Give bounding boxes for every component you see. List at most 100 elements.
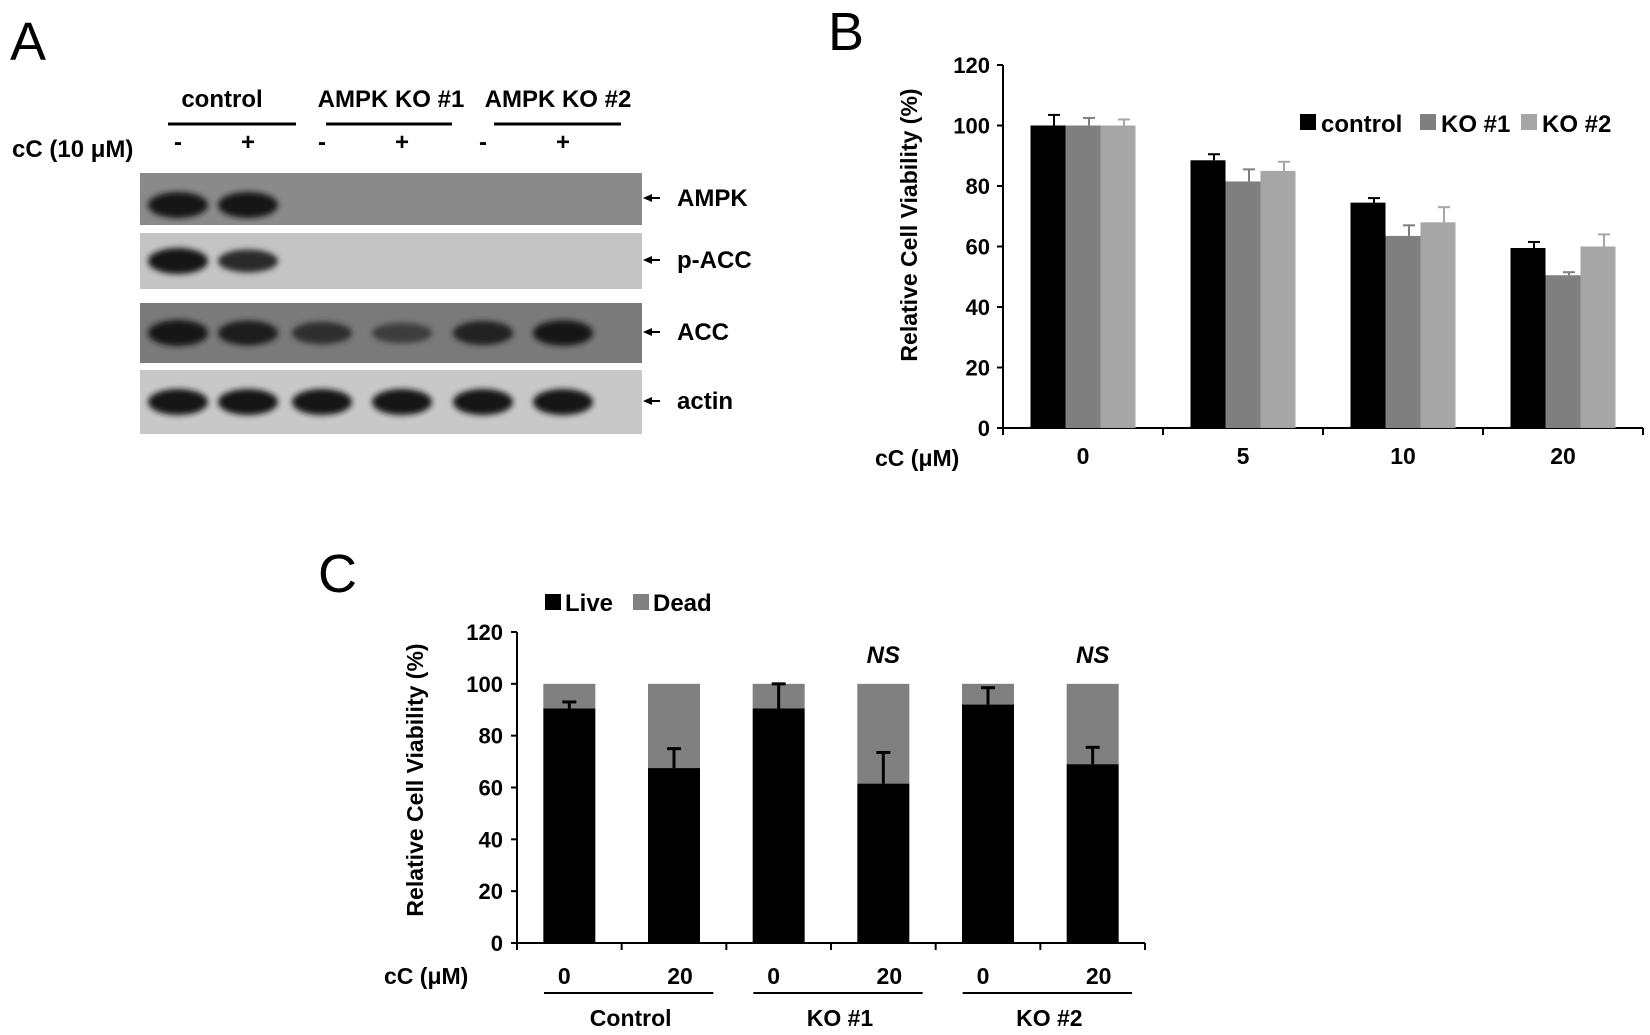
chart-c-y-tick-label: 40 [479, 827, 503, 852]
lane-sign-2: + [241, 129, 255, 156]
chart-c-group-label: Control [590, 1005, 672, 1031]
blot-arrow-head-AMPK [643, 194, 652, 202]
chart-c-x-tick-label: 20 [877, 963, 903, 989]
chart-b-bar-ko-2 [1100, 125, 1136, 428]
chart-c-x-tick-label: 20 [667, 963, 693, 989]
blot-strip-p-ACC [140, 233, 642, 289]
chart-b-legend-swatch [1420, 114, 1436, 130]
blot-band-actin-lane-6 [533, 389, 593, 415]
chart-c-ns-annotation: NS [1076, 642, 1109, 669]
chart-c-bar-live [543, 708, 596, 943]
blot-band-actin-lane-2 [218, 389, 278, 415]
chart-c-x-tick-label: 0 [767, 963, 780, 989]
chart-b-x-tick-label: 5 [1237, 443, 1250, 469]
blot-band-ACC-lane-5 [453, 320, 513, 346]
blot-band-ACC-lane-4 [372, 322, 432, 344]
blot-arrow-head-p-ACC [643, 256, 652, 264]
chart-b-bar-control [1510, 248, 1546, 428]
chart-c-legend-label: Dead [653, 590, 712, 617]
chart-b-bar-ko-1 [1065, 125, 1101, 428]
blot-band-actin-lane-4 [372, 389, 432, 415]
chart-c-x-tick-label: 0 [558, 963, 571, 989]
chart-b-bar-ko-2 [1260, 170, 1296, 428]
chart-c-y-tick-label: 60 [479, 776, 503, 801]
chart-c-group-label: KO #2 [1016, 1005, 1082, 1031]
western-blot-panel: control AMPK KO #1 AMPK KO #2 cC (10 μM)… [12, 86, 752, 434]
chart-b-y-tick-label: 0 [978, 416, 990, 441]
chart-b-legend-label: KO #2 [1542, 111, 1611, 138]
chart-b-bar-control [1190, 160, 1226, 428]
lane-sign-5: - [479, 129, 487, 156]
lane-sign-6: + [556, 129, 570, 156]
lane-sign-4: + [395, 129, 409, 156]
chart-b: 0 20 40 60 80 100 120 0 5 10 20 Relative Cell Viabi… [875, 53, 1644, 471]
panel-letter-a: A [10, 12, 46, 72]
chart-b-x-tick-label: 20 [1550, 443, 1576, 469]
chart-b-x-axis-label: cC (μM) [875, 445, 959, 471]
blot-band-ACC-lane-2 [218, 320, 278, 346]
chart-b-bar-control [1350, 202, 1386, 428]
blot-strips: AMPK p-ACC ACC actin [140, 173, 752, 434]
chart-b-bar-ko-1 [1545, 275, 1581, 428]
panel-letter-b: B [828, 2, 864, 62]
blot-band-actin-lane-5 [453, 389, 513, 415]
chart-b-legend-label: KO #1 [1441, 111, 1510, 138]
blot-band-actin-lane-3 [292, 389, 352, 415]
chart-b-y-tick-label: 120 [953, 53, 990, 78]
blot-band-ACC-lane-3 [292, 321, 352, 345]
chart-c-bar-live [962, 704, 1014, 943]
chart-b-legend-label: control [1321, 111, 1402, 138]
chart-c-bar-live [857, 783, 910, 943]
chart-c-group-label: KO #1 [807, 1005, 874, 1031]
chart-c-bar-live [752, 708, 805, 943]
chart-b-bar-ko-1 [1385, 235, 1421, 428]
blot-band-ACC-lane-6 [533, 320, 593, 346]
chart-c-legend-swatch [633, 594, 649, 610]
chart-c-x-tick-label: 0 [977, 963, 990, 989]
blot-label-AMPK: AMPK [677, 185, 748, 212]
chart-b-x-tick-label: 0 [1077, 443, 1090, 469]
blot-arrow-head-actin [643, 397, 652, 405]
blot-label-p-ACC: p-ACC [677, 247, 752, 274]
blot-band-AMPK-lane-2 [218, 192, 278, 218]
blot-band-ACC-lane-1 [148, 320, 208, 346]
blot-band-actin-lane-1 [148, 389, 208, 415]
blot-strip-AMPK [140, 173, 642, 225]
chart-b-bar-ko-1 [1225, 181, 1261, 428]
lane-sign-1: - [174, 129, 182, 156]
lane-signs: - + - + - + [174, 129, 570, 156]
blot-band-p-ACC-lane-2 [218, 249, 278, 273]
chart-c: 0 20 40 60 80 100 120 0 20 0 20 NS 0 20 NS Control KO #1… [384, 590, 1146, 1031]
blot-band-p-ACC-lane-1 [148, 248, 208, 274]
blot-band-AMPK-lane-1 [148, 192, 208, 218]
blot-group-label-ko1: AMPK KO #1 [318, 86, 465, 113]
chart-c-y-tick-label: 120 [466, 620, 503, 645]
chart-c-y-axis-label: Relative Cell Viability (%) [402, 643, 428, 916]
chart-b-y-tick-label: 80 [966, 174, 990, 199]
blot-arrow-head-ACC [643, 328, 652, 336]
chart-c-y-tick-label: 0 [491, 931, 503, 956]
chart-c-x-axis-label: cC (μM) [384, 963, 468, 989]
chart-b-y-tick-label: 20 [966, 356, 990, 381]
blot-group-label-ko2: AMPK KO #2 [485, 86, 632, 113]
chart-b-y-axis-label: Relative Cell Viability (%) [896, 88, 922, 361]
chart-b-bar-control [1030, 125, 1066, 428]
chart-b-y-tick-label: 60 [966, 235, 990, 260]
chart-c-y-tick-label: 20 [479, 879, 503, 904]
blot-label-ACC: ACC [677, 319, 729, 346]
chart-b-x-tick-label: 10 [1390, 443, 1416, 469]
treatment-label: cC (10 μM) [12, 136, 133, 163]
chart-b-y-tick-label: 40 [966, 295, 990, 320]
chart-b-bar-ko-2 [1420, 222, 1456, 428]
blot-group-label-control: control [181, 86, 262, 113]
chart-b-legend-swatch [1521, 114, 1537, 130]
panel-letter-c: C [318, 544, 357, 604]
chart-c-bar-live [648, 768, 700, 943]
lane-sign-3: - [318, 129, 326, 156]
chart-b-y-tick-label: 100 [953, 114, 990, 139]
chart-b-bar-ko-2 [1580, 246, 1616, 428]
chart-c-y-tick-label: 80 [479, 724, 503, 749]
chart-c-legend-label: Live [565, 590, 613, 617]
blot-label-actin: actin [677, 388, 733, 415]
